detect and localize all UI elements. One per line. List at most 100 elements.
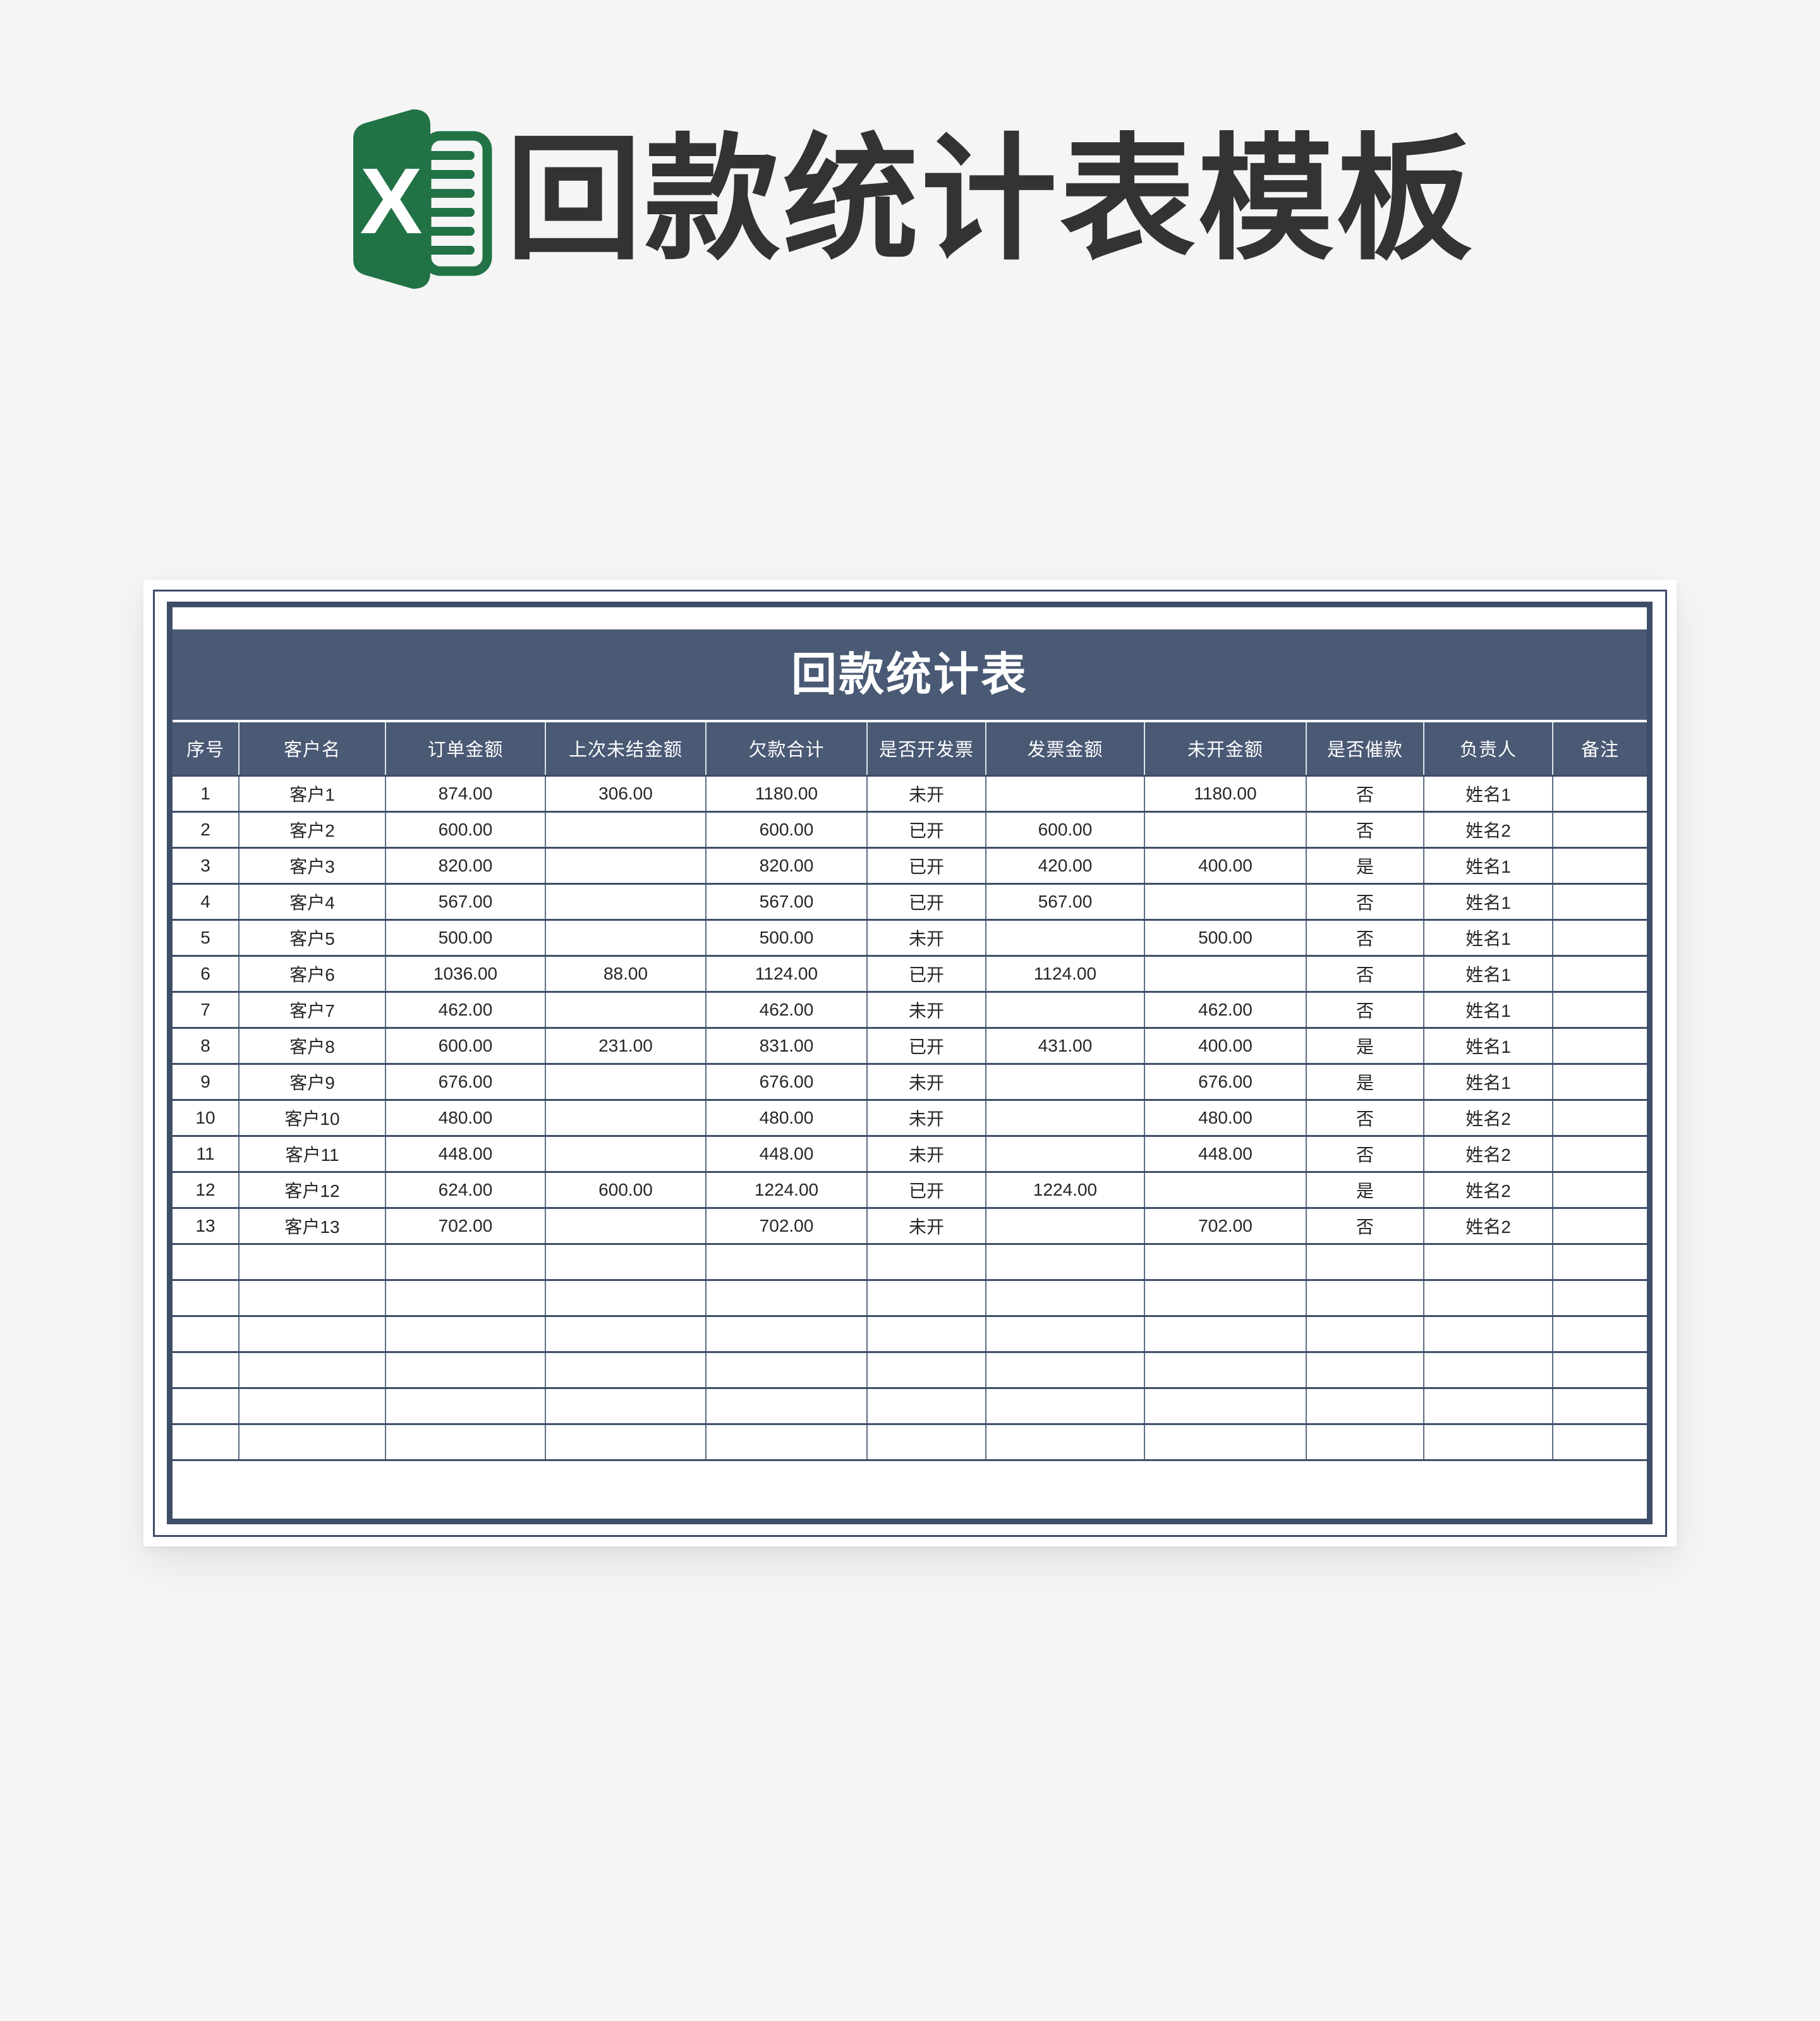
cell-invoice-amount [985, 774, 1144, 811]
cell-urge-payment: 是 [1306, 1026, 1424, 1064]
cell-prev-unsettled [545, 1134, 706, 1172]
cell-owner [1423, 1278, 1553, 1316]
cell-remark [1552, 990, 1647, 1028]
cell-prev-unsettled [545, 1242, 706, 1280]
cell-invoice-issued: 未开 [866, 1062, 986, 1100]
cell-invoice-issued: 未开 [866, 990, 986, 1028]
cell-invoice-amount: 567.00 [985, 882, 1144, 919]
cell-urge-payment: 否 [1306, 1134, 1424, 1172]
cell-owner: 姓名2 [1423, 1098, 1553, 1136]
cell-invoice-amount [985, 990, 1144, 1028]
cell-uninvoiced-amount: 676.00 [1144, 1062, 1306, 1100]
cell-invoice-issued: 已开 [866, 810, 986, 847]
column-header-customer: 客户名 [238, 722, 385, 775]
column-header-remark: 备注 [1552, 722, 1647, 775]
cell-customer [238, 1314, 385, 1352]
cell-arrears-total: 1124.00 [705, 954, 867, 992]
cell-urge-payment: 否 [1306, 1098, 1424, 1136]
cell-order-amount: 874.00 [385, 774, 545, 811]
cell-remark [1552, 1350, 1647, 1388]
table-row: 11 客户11 448.00 448.00 未开 448.00 否姓名2 [173, 1134, 1647, 1172]
cell-arrears-total: 500.00 [705, 918, 867, 956]
cell-invoice-amount [985, 1206, 1144, 1244]
cell-order-amount: 702.00 [385, 1206, 545, 1244]
cell-invoice-issued: 未开 [866, 918, 986, 956]
cell-customer: 客户5 [238, 918, 385, 956]
cell-owner [1423, 1314, 1553, 1352]
sheet-title: 回款统计表 [791, 649, 1028, 700]
cell-urge-payment [1306, 1242, 1424, 1280]
cell-remark [1552, 954, 1647, 992]
column-header-arrears-total: 欠款合计 [705, 722, 867, 775]
cell-invoice-issued [866, 1387, 986, 1424]
cell-prev-unsettled [545, 1387, 706, 1424]
cell-order-amount [385, 1423, 545, 1461]
cell-customer: 客户2 [238, 810, 385, 847]
cell-customer: 客户13 [238, 1206, 385, 1244]
cell-owner: 姓名2 [1423, 1134, 1553, 1172]
column-header-order-amount: 订单金额 [385, 722, 545, 775]
table-row: 5 客户5 500.00 500.00 未开 500.00 否姓名1 [173, 918, 1647, 956]
cell-invoice-amount [985, 918, 1144, 956]
cell-arrears-total: 480.00 [705, 1098, 867, 1136]
cell-index: 9 [173, 1062, 239, 1100]
cell-prev-unsettled [545, 810, 706, 847]
cell-uninvoiced-amount [1144, 810, 1306, 847]
cell-remark [1552, 1170, 1647, 1208]
cell-owner: 姓名1 [1423, 774, 1553, 811]
cell-prev-unsettled [545, 846, 706, 883]
table-row: 4 客户4 567.00 567.00 已开 567.00 否姓名1 [173, 882, 1647, 919]
cell-prev-unsettled [545, 990, 706, 1028]
cell-order-amount [385, 1387, 545, 1424]
cell-uninvoiced-amount [1144, 1387, 1306, 1424]
cell-order-amount: 480.00 [385, 1098, 545, 1136]
sheet-card[interactable]: 回款统计表 序号 客户名 订单金额 上次未结金额 欠款合计 是否开发票 发票金额 未开金额 是否… [143, 580, 1677, 1546]
cell-owner [1423, 1242, 1553, 1280]
cell-remark [1552, 882, 1647, 919]
cell-owner: 姓名1 [1423, 990, 1553, 1028]
cell-invoice-issued: 未开 [866, 1134, 986, 1172]
column-header-invoice-issued: 是否开发票 [866, 722, 986, 775]
cell-invoice-amount: 1224.00 [985, 1170, 1144, 1208]
cell-prev-unsettled: 231.00 [545, 1026, 706, 1064]
cell-order-amount [385, 1350, 545, 1388]
cell-index: 13 [173, 1206, 239, 1244]
cell-index: 5 [173, 918, 239, 956]
empty-row [173, 1278, 1647, 1316]
cell-arrears-total [705, 1387, 867, 1424]
cell-remark [1552, 1242, 1647, 1280]
cell-urge-payment: 否 [1306, 990, 1424, 1028]
cell-index [173, 1423, 239, 1461]
cell-remark [1552, 774, 1647, 811]
header-row: 序号 客户名 订单金额 上次未结金额 欠款合计 是否开发票 发票金额 未开金额 是否催款 负责人备… [173, 722, 1647, 775]
cell-uninvoiced-amount [1144, 1278, 1306, 1316]
column-header-owner: 负责人 [1423, 722, 1553, 775]
cell-arrears-total: 676.00 [705, 1062, 867, 1100]
cell-arrears-total [705, 1242, 867, 1280]
table-row: 7 客户7 462.00 462.00 未开 462.00 否姓名1 [173, 990, 1647, 1028]
cell-arrears-total: 600.00 [705, 810, 867, 847]
cell-index: 11 [173, 1134, 239, 1172]
column-header-uninvoiced-amount: 未开金额 [1144, 722, 1306, 775]
cell-remark [1552, 846, 1647, 883]
cell-owner: 姓名2 [1423, 810, 1553, 847]
column-header-urge-payment: 是否催款 [1306, 722, 1424, 775]
cell-index: 10 [173, 1098, 239, 1136]
cell-index: 12 [173, 1170, 239, 1208]
cell-index: 8 [173, 1026, 239, 1064]
cell-arrears-total: 1224.00 [705, 1170, 867, 1208]
empty-row [173, 1423, 1647, 1461]
cell-index [173, 1350, 239, 1388]
table-row: 1 客户1 874.00 306.00 1180.00 未开 1180.00 否姓名1 [173, 774, 1647, 811]
table-body: 1 客户1 874.00 306.00 1180.00 未开 1180.00 否姓名1 2 客户2… [173, 774, 1647, 1461]
table-row: 3 客户3 820.00 820.00 已开 420.00 400.00 是姓名1 [173, 846, 1647, 883]
cell-invoice-issued [866, 1423, 986, 1461]
cell-order-amount: 676.00 [385, 1062, 545, 1100]
cell-invoice-issued [866, 1278, 986, 1316]
cell-uninvoiced-amount [1144, 1423, 1306, 1461]
cell-remark [1552, 1314, 1647, 1352]
table-row: 6 客户6 1036.00 88.00 1124.00 已开 1124.00 否姓名1 [173, 954, 1647, 992]
cell-remark [1552, 918, 1647, 956]
cell-order-amount: 567.00 [385, 882, 545, 919]
